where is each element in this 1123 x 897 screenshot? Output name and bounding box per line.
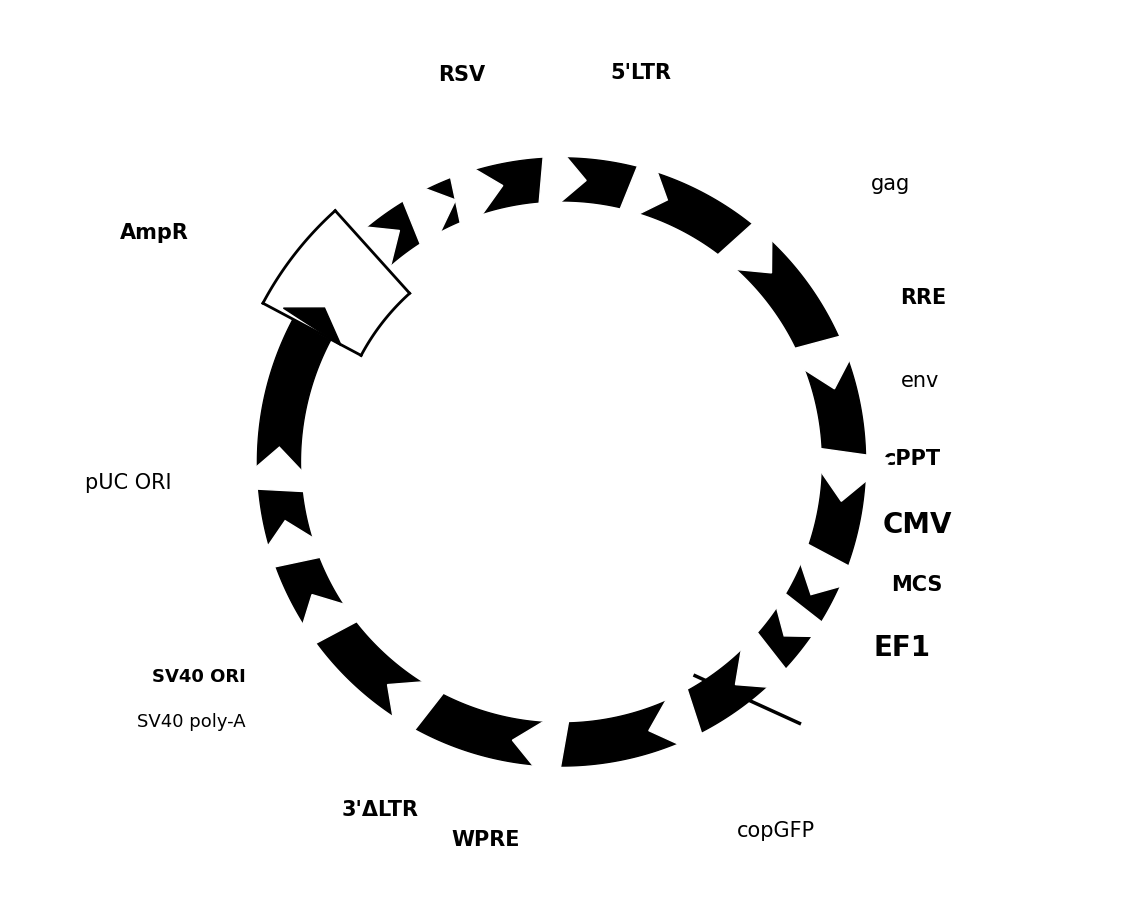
- Polygon shape: [263, 211, 410, 355]
- Text: pUC ORI: pUC ORI: [85, 473, 172, 492]
- Text: WPRE: WPRE: [451, 830, 520, 849]
- Polygon shape: [387, 679, 454, 751]
- Polygon shape: [393, 177, 456, 260]
- Polygon shape: [649, 673, 710, 759]
- Polygon shape: [232, 448, 322, 492]
- Polygon shape: [512, 705, 572, 794]
- Text: MCS: MCS: [892, 575, 943, 595]
- Text: 5'LTR: 5'LTR: [611, 63, 672, 83]
- Polygon shape: [293, 595, 373, 656]
- Text: env: env: [901, 371, 939, 391]
- Polygon shape: [705, 206, 773, 273]
- Polygon shape: [736, 619, 802, 690]
- Polygon shape: [331, 223, 400, 298]
- Text: RSV: RSV: [438, 65, 485, 85]
- Text: CMV: CMV: [883, 510, 952, 539]
- Polygon shape: [257, 158, 866, 766]
- Polygon shape: [283, 308, 341, 345]
- Text: cPPT: cPPT: [883, 449, 940, 469]
- Polygon shape: [445, 152, 503, 240]
- Polygon shape: [538, 132, 586, 222]
- Text: RRE: RRE: [901, 288, 947, 308]
- Polygon shape: [792, 536, 871, 595]
- Polygon shape: [803, 446, 893, 501]
- Text: EF1: EF1: [874, 633, 931, 662]
- Polygon shape: [249, 520, 338, 572]
- Text: AmpR: AmpR: [120, 223, 190, 243]
- Text: copGFP: copGFP: [737, 821, 814, 840]
- Text: SV40 ORI: SV40 ORI: [152, 668, 246, 686]
- Polygon shape: [613, 143, 667, 227]
- Text: SV40 poly-A: SV40 poly-A: [137, 713, 246, 731]
- Text: 3'ΔLTR: 3'ΔLTR: [341, 800, 419, 820]
- Polygon shape: [769, 581, 841, 637]
- Text: gag: gag: [871, 174, 911, 194]
- Polygon shape: [778, 329, 866, 388]
